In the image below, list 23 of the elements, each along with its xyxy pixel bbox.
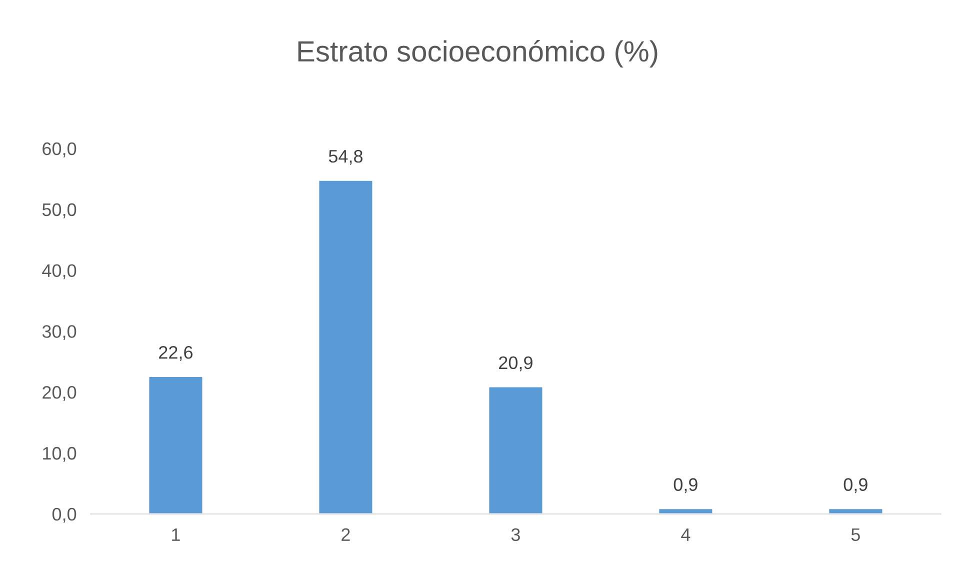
- chart-title: Estrato socioeconómico (%): [298, 40, 658, 68]
- bar: [318, 179, 374, 514]
- y-tick-label: 60,0: [42, 142, 76, 158]
- data-label: 0,9: [844, 478, 868, 494]
- y-tick-label: 50,0: [42, 203, 76, 218]
- bar: [148, 376, 204, 514]
- x-tick-label: 3: [511, 528, 520, 542]
- x-tick-label: 4: [681, 528, 690, 541]
- bar: [828, 508, 884, 514]
- data-label: 0,9: [674, 478, 698, 494]
- y-tick-label: 20,0: [42, 386, 76, 401]
- x-tick-label: 1: [172, 528, 180, 541]
- data-label: 20,9: [499, 356, 532, 372]
- bar: [488, 386, 544, 514]
- y-tick-label: 0,0: [52, 508, 76, 523]
- bar: [658, 508, 714, 514]
- x-tick-label: 2: [342, 528, 350, 541]
- data-label: 54,8: [328, 150, 362, 165]
- y-tick-label: 30,0: [42, 325, 76, 340]
- x-tick-label: 5: [851, 528, 860, 542]
- data-label: 22,6: [159, 346, 192, 361]
- y-tick-label: 40,0: [42, 264, 76, 280]
- y-tick-label: 10,0: [43, 446, 76, 462]
